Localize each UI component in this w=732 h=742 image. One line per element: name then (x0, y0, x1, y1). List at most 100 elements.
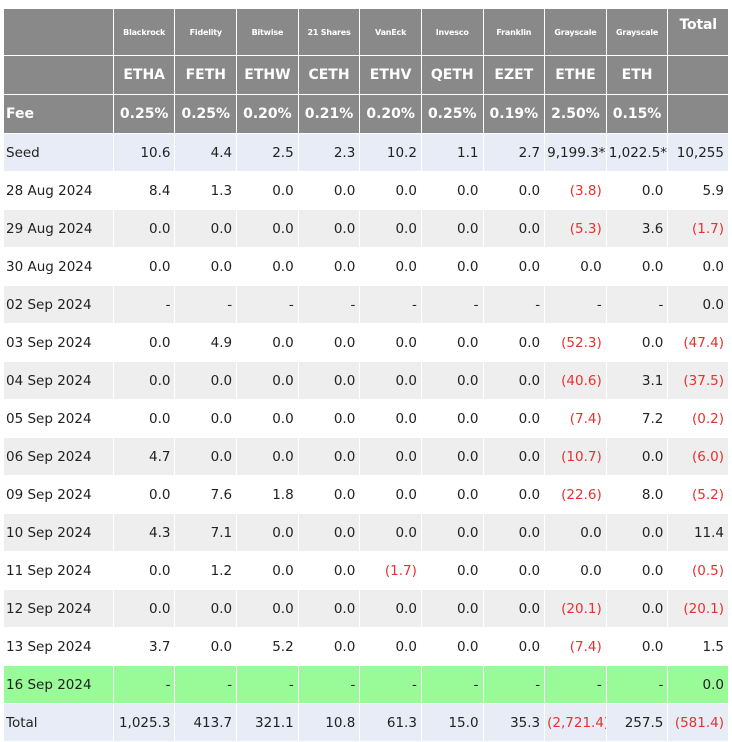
flow-cell: (10.7) (544, 437, 607, 476)
row-total-cell: 10,255 (667, 133, 729, 172)
flow-cell: 0.0 (359, 209, 422, 248)
flow-cell: 0.0 (112, 323, 176, 362)
flow-cell: (7.4) (544, 627, 607, 666)
flow-cell: 0.0 (297, 551, 361, 590)
flow-cell: 0.0 (297, 589, 361, 628)
issuer-header-cell: 21 Shares (297, 8, 361, 56)
issuer-header-cell: Blackrock (112, 8, 176, 56)
flow-cell: - (236, 665, 299, 704)
issuer-header-cell: Invesco (420, 8, 484, 56)
flow-cell: 0.0 (112, 589, 176, 628)
flow-cell: 0.0 (605, 551, 669, 590)
fee-header-cell: 0.21% (297, 94, 361, 134)
flow-cell: 0.0 (420, 589, 484, 628)
fee-header-cell: 0.25% (112, 94, 176, 134)
flow-cell: 0.0 (236, 589, 299, 628)
flow-cell: 7.6 (174, 475, 238, 514)
flow-cell: 0.0 (297, 513, 361, 552)
table-row: 04 Sep 2024 0.0 0.0 0.0 0.0 0.0 0.0 0.0 (40.6) 3.… (3, 361, 729, 400)
flow-cell: 4.9 (174, 323, 238, 362)
row-total-cell: 1.5 (667, 627, 729, 666)
flow-cell: 3.7 (112, 627, 176, 666)
flow-cell: - (359, 285, 422, 324)
table-row: 16 Sep 2024- - - - - - - - -0.0 (3, 665, 729, 704)
issuer-header-cell: Bitwise (236, 8, 299, 56)
flow-cell: 0.0 (359, 475, 422, 514)
flow-cell: 0.0 (236, 513, 299, 552)
flow-cell: - (605, 665, 669, 704)
flow-cell: - (297, 285, 361, 324)
flow-cell: 0.0 (297, 627, 361, 666)
flow-cell: 0.0 (420, 323, 484, 362)
flow-cell: 0.0 (359, 247, 422, 286)
flow-cell: 0.0 (482, 323, 546, 362)
flow-cell: 0.0 (482, 513, 546, 552)
flow-cell: 0.0 (236, 361, 299, 400)
table-row: 10 Sep 2024 4.3 7.1 0.0 0.0 0.0 0.0 0.0 0.0 0.0 11… (3, 513, 729, 552)
flow-cell: 0.0 (482, 437, 546, 476)
flow-cell: 0.0 (420, 247, 484, 286)
flow-cell: 0.0 (297, 437, 361, 476)
flow-cell: (7.4) (544, 399, 607, 438)
ticker-header-cell: ETH (605, 55, 669, 95)
row-label: 05 Sep 2024 (3, 399, 114, 438)
flow-cell: 0.0 (605, 247, 669, 286)
row-total-cell: (20.1) (667, 589, 729, 628)
ticker-header-cell: ETHV (359, 55, 422, 95)
flow-cell: 7.2 (605, 399, 669, 438)
flow-cell: - (359, 665, 422, 704)
flow-cell: 0.0 (359, 171, 422, 210)
flow-cell: 0.0 (482, 171, 546, 210)
flow-cell: - (544, 285, 607, 324)
issuer-header-cell: Franklin (482, 8, 546, 56)
table-row: 29 Aug 2024 0.0 0.0 0.0 0.0 0.0 0.0 0.0 (5.3) 3.6… (3, 209, 729, 248)
flow-cell: - (297, 665, 361, 704)
ticker-header-cell: QETH (420, 55, 484, 95)
flow-cell: 0.0 (297, 209, 361, 248)
flow-cell: 0.0 (297, 247, 361, 286)
flow-cell: 0.0 (605, 171, 669, 210)
row-label: 16 Sep 2024 (3, 665, 114, 704)
flow-cell: 0.0 (605, 513, 669, 552)
flow-cell: 0.0 (174, 247, 238, 286)
flow-cell: 0.0 (112, 475, 176, 514)
fee-header-cell: 0.20% (359, 94, 422, 134)
flow-cell: (5.3) (544, 209, 607, 248)
fee-header-cell: 0.25% (174, 94, 238, 134)
flow-cell: 0.0 (482, 209, 546, 248)
flow-cell: 1,022.5* (605, 133, 669, 172)
flow-cell: 7.1 (174, 513, 238, 552)
row-total-cell: (47.4) (667, 323, 729, 362)
row-label: 12 Sep 2024 (3, 589, 114, 628)
issuer-header-cell: Grayscale (544, 8, 607, 56)
table-row: 13 Sep 2024 3.7 0.0 5.2 0.0 0.0 0.0 0.0 (7.4) 0.0… (3, 627, 729, 666)
flow-cell: 0.0 (297, 399, 361, 438)
flow-cell: 0.0 (420, 209, 484, 248)
flow-cell: 0.0 (420, 171, 484, 210)
header-corner-cell (3, 55, 114, 95)
flow-cell: (3.8) (544, 171, 607, 210)
flow-cell: 1.2 (174, 551, 238, 590)
ticker-header-cell: ETHW (236, 55, 299, 95)
row-total-cell: (0.5) (667, 551, 729, 590)
flow-cell: 0.0 (359, 399, 422, 438)
flow-cell: (22.6) (544, 475, 607, 514)
table-row: 28 Aug 2024 8.4 1.3 0.0 0.0 0.0 0.0 0.0 (3.8) 0.0… (3, 171, 729, 210)
fee-label: Fee (3, 94, 114, 134)
issuer-header-cell: Grayscale (605, 8, 669, 56)
flow-cell: - (544, 665, 607, 704)
row-label: 30 Aug 2024 (3, 247, 114, 286)
fee-header-cell: 0.20% (236, 94, 299, 134)
row-label: 09 Sep 2024 (3, 475, 114, 514)
table-row: 03 Sep 2024 0.0 4.9 0.0 0.0 0.0 0.0 0.0 (52.3) 0.… (3, 323, 729, 362)
flow-cell: 0.0 (359, 513, 422, 552)
flow-cell: (1.7) (359, 551, 422, 590)
flow-cell: 0.0 (297, 171, 361, 210)
flow-cell: 0.0 (297, 361, 361, 400)
flow-cell: 2.3 (297, 133, 361, 172)
row-total-cell: (5.2) (667, 475, 729, 514)
flow-cell: 3.1 (605, 361, 669, 400)
flow-cell: 0.0 (605, 323, 669, 362)
row-label: 02 Sep 2024 (3, 285, 114, 324)
flow-cell: 2.5 (236, 133, 299, 172)
